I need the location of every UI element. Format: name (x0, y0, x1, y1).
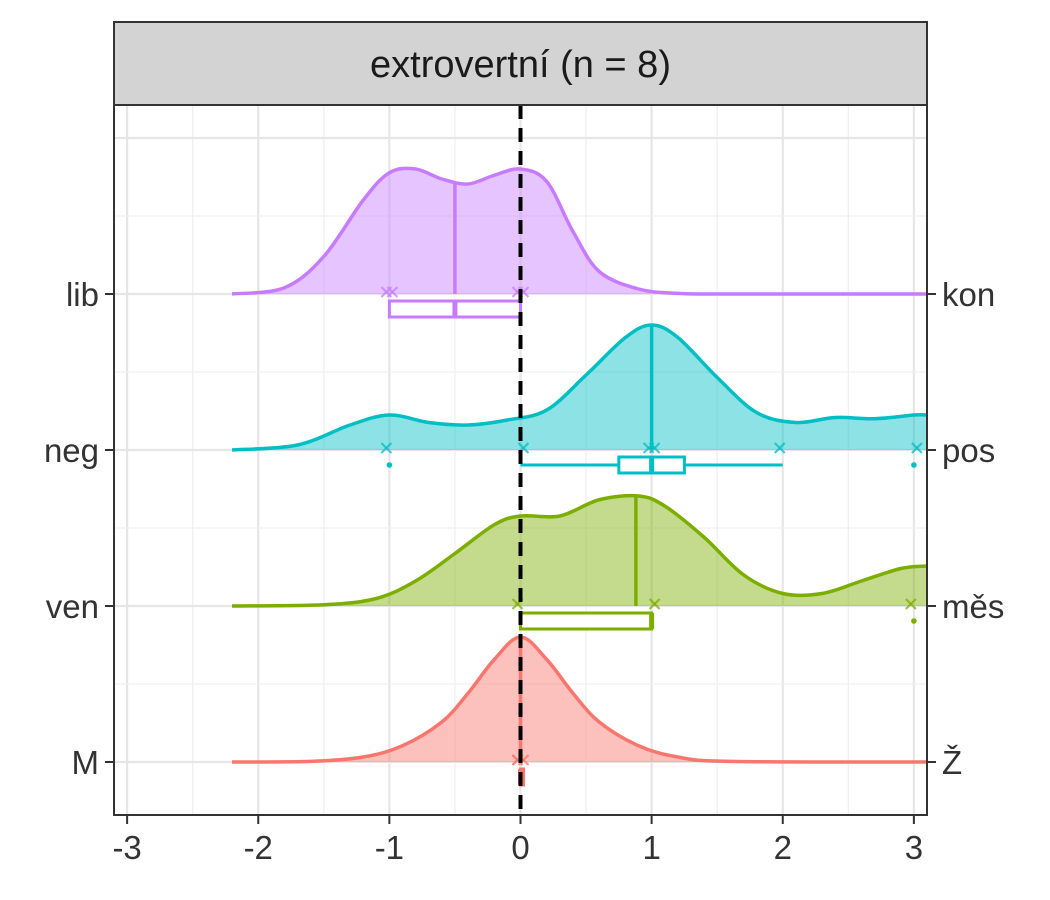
panel-title: extrovertní (n = 8) (370, 44, 671, 86)
outlier-point (911, 462, 917, 468)
y-label-right: pos (942, 432, 995, 469)
x-tick-label: -2 (244, 829, 273, 866)
y-label-left: neg (44, 432, 99, 469)
y-label-left: ven (46, 588, 99, 625)
density-line (231, 493, 928, 608)
data-point (648, 598, 661, 610)
outlier-point (911, 618, 917, 624)
data-point (905, 598, 917, 610)
plot-panel (113, 104, 928, 816)
x-tick-label: 1 (642, 829, 660, 866)
x-tick-label: 2 (774, 829, 792, 866)
x-tick-label: -1 (375, 829, 404, 866)
density-fill (232, 637, 928, 762)
density-line (231, 323, 928, 452)
x-tick-label: 0 (511, 829, 529, 866)
x-tick-label: 3 (905, 829, 923, 866)
ridge-lib (231, 166, 928, 319)
density-fill (232, 495, 928, 606)
data-point (386, 286, 399, 298)
ridge-neg (231, 323, 928, 475)
data-point (773, 442, 786, 454)
data-point (911, 442, 923, 454)
ridge-ven (231, 493, 928, 631)
density-line (231, 166, 928, 296)
y-label-right: Ž (942, 744, 962, 781)
iqr-box (519, 611, 654, 631)
density-fill (232, 168, 928, 295)
outlier-point (386, 462, 393, 468)
ridges (231, 166, 928, 787)
y-label-right: kon (942, 276, 995, 313)
y-label-left: lib (66, 276, 99, 313)
y-label-left: M (72, 744, 100, 781)
data-point (648, 442, 661, 454)
x-tick-label: -3 (112, 829, 141, 866)
strip-background (113, 21, 928, 106)
y-label-right: měs (942, 588, 1004, 625)
density-line (232, 635, 928, 764)
facet-strip: extrovertní (n = 8) (113, 21, 928, 106)
data-point (380, 442, 393, 454)
